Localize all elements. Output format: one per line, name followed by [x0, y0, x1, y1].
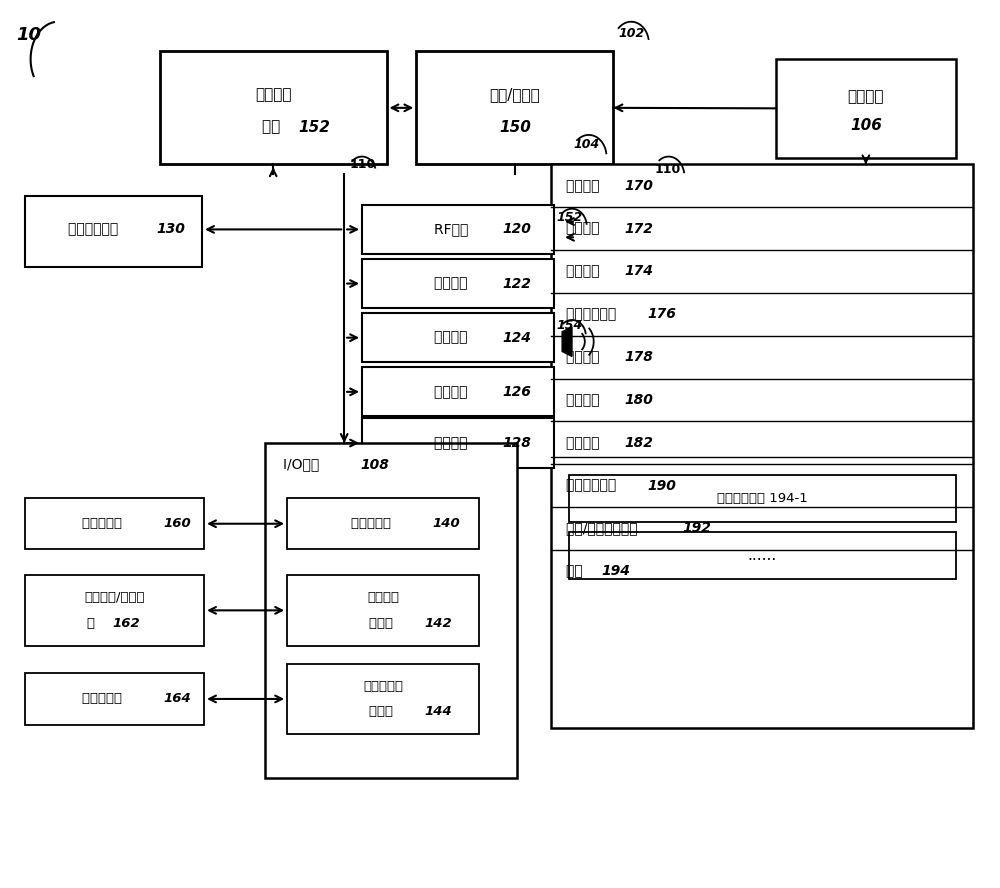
Text: 通信模块: 通信模块: [566, 222, 604, 235]
Text: 174: 174: [624, 265, 653, 279]
Text: 保护电路: 保护电路: [434, 436, 472, 450]
Text: 164: 164: [164, 693, 191, 705]
Text: 音频电路: 音频电路: [434, 330, 472, 345]
Bar: [362, 313, 554, 362]
Text: 190: 190: [648, 479, 676, 493]
Text: 128: 128: [502, 436, 531, 450]
Text: 其他输入: 其他输入: [367, 591, 399, 604]
Text: ......: ......: [748, 548, 777, 563]
Text: 接口: 接口: [262, 120, 285, 135]
Text: 动力驱动电路: 动力驱动电路: [68, 222, 123, 236]
Text: 电源系统: 电源系统: [848, 89, 884, 104]
Bar: [551, 164, 973, 728]
Text: 126: 126: [502, 385, 531, 399]
Text: 位置模块: 位置模块: [566, 393, 604, 407]
Text: 文本输入模块: 文本输入模块: [566, 479, 621, 493]
Bar: [287, 575, 479, 646]
Text: 图形模块: 图形模块: [566, 436, 604, 449]
Text: 应用: 应用: [566, 564, 587, 578]
Text: 192: 192: [682, 521, 711, 535]
Text: 110: 110: [349, 158, 375, 171]
Text: 位置传感器: 位置传感器: [363, 679, 403, 693]
Text: 152: 152: [298, 120, 330, 135]
Text: 104: 104: [573, 139, 599, 151]
Polygon shape: [562, 327, 572, 356]
Text: 150: 150: [499, 120, 531, 135]
Bar: [569, 474, 956, 522]
Text: 140: 140: [432, 517, 460, 530]
Text: 10: 10: [16, 26, 41, 44]
Bar: [287, 498, 479, 550]
Bar: [25, 575, 204, 646]
Text: 触觉反馈模块: 触觉反馈模块: [566, 307, 621, 321]
Text: 152: 152: [556, 211, 582, 224]
Bar: [776, 59, 956, 157]
Text: 154: 154: [556, 320, 582, 332]
Bar: [362, 368, 554, 416]
Text: 142: 142: [425, 616, 452, 630]
Text: 110: 110: [655, 163, 681, 176]
Text: 处理/控制器: 处理/控制器: [489, 87, 540, 102]
Text: 显示控制器: 显示控制器: [351, 517, 395, 530]
Text: 122: 122: [502, 276, 531, 290]
Bar: [416, 52, 613, 164]
Text: 备: 备: [87, 616, 99, 630]
Text: RF电路: RF电路: [434, 222, 473, 236]
Text: 182: 182: [624, 436, 653, 449]
Text: 触控模块: 触控模块: [566, 265, 604, 279]
Bar: [569, 532, 956, 579]
Text: 144: 144: [425, 705, 452, 718]
Bar: [160, 52, 387, 164]
Text: 162: 162: [113, 616, 141, 630]
Text: 194: 194: [601, 564, 630, 578]
Text: 130: 130: [156, 222, 185, 236]
Text: 控制器: 控制器: [369, 616, 397, 630]
Text: 其他输入/控制设: 其他输入/控制设: [84, 591, 145, 604]
Text: 106: 106: [850, 117, 882, 132]
Text: 操作系统: 操作系统: [566, 178, 604, 193]
Text: 控制器: 控制器: [369, 705, 397, 718]
Text: 170: 170: [624, 178, 653, 193]
Text: I/O系统: I/O系统: [283, 457, 324, 472]
Text: 运动模块: 运动模块: [566, 350, 604, 364]
Text: 监控电路: 监控电路: [434, 385, 472, 399]
Text: 160: 160: [164, 517, 191, 530]
Bar: [265, 443, 517, 778]
Text: 位置传感器: 位置传感器: [82, 693, 127, 705]
Bar: [25, 196, 202, 266]
Text: 显示器系统: 显示器系统: [82, 517, 127, 530]
Text: 外部端口: 外部端口: [434, 276, 472, 290]
Text: 178: 178: [624, 350, 653, 364]
Bar: [287, 663, 479, 734]
Text: 124: 124: [502, 330, 531, 345]
Bar: [362, 259, 554, 308]
Text: 细胞分类应用 194-1: 细胞分类应用 194-1: [717, 492, 808, 504]
Bar: [362, 418, 554, 468]
Bar: [362, 205, 554, 254]
Text: 外围设备: 外围设备: [255, 87, 291, 102]
Text: 120: 120: [502, 222, 531, 236]
Text: 172: 172: [624, 222, 653, 235]
Text: 设备/全局内部状态: 设备/全局内部状态: [566, 521, 642, 535]
Text: 102: 102: [618, 27, 645, 40]
Text: 180: 180: [624, 393, 653, 407]
Text: 108: 108: [360, 457, 389, 472]
Bar: [25, 673, 204, 725]
Bar: [25, 498, 204, 550]
Text: 176: 176: [648, 307, 676, 321]
